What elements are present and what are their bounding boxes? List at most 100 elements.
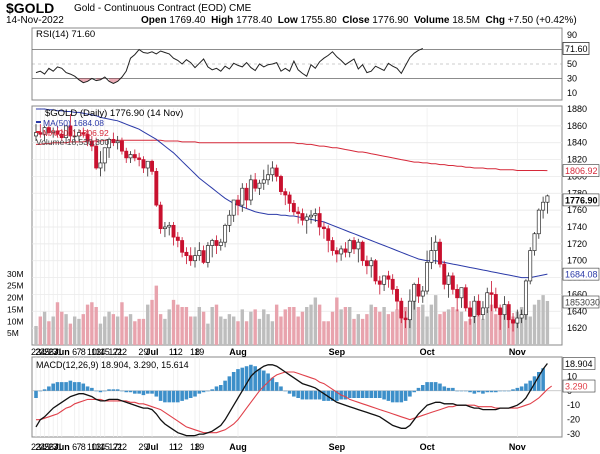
candle-body [128,154,133,159]
x-tick-label-bottom: 18 [190,442,200,452]
x-tick-label-bottom: 22 [117,442,127,452]
ma50-swatch [36,121,41,123]
price-tick-label: 1700 [567,256,587,266]
price-tick-label: 1860 [567,121,587,131]
high-label: High [211,15,234,26]
macd-histogram-bar [489,390,494,393]
macd-tick-label: -20 [567,415,580,425]
candle [64,125,69,145]
volume-bar [339,309,343,345]
volume-bar [352,318,356,345]
candle-body [382,275,387,285]
rsi-tick-label: 30 [567,73,577,83]
x-tick-label: 6 [72,347,77,357]
candle [102,147,107,172]
macd-histogram-bar [184,390,189,400]
candle-body [227,214,232,226]
macd-histogram-bar [231,372,236,391]
volume-bar [249,311,253,345]
candle [291,200,296,216]
candle [532,232,537,256]
volume-bar [107,311,111,345]
x-tick-label: 11 [169,347,178,357]
candle [59,129,64,142]
macd-histogram-bar [335,390,339,401]
candle [107,137,112,158]
candle-body [180,240,185,253]
x-tick-label-bottom: 26 [44,442,54,452]
candle-body [244,187,249,201]
candle [489,280,494,312]
x-tick-label: 26 [44,347,54,357]
volume-bar [176,304,180,345]
price-last-tag: 1776.90 [562,193,600,207]
candle-body [59,133,64,139]
volume-bar [343,307,348,345]
macd-histogram-bar [154,390,159,397]
macd-legend: MACD(12,26,9) 18.904, 3.290, 15.614 [36,360,189,370]
candle [455,284,460,312]
volume-bar [72,316,77,345]
macd-last-tag-value: 18.904 [565,359,593,369]
volume-bar [429,304,434,345]
ma50-tag-value: 1684.08 [565,270,598,280]
macd-histogram-bar [197,390,202,394]
volume-bar [524,304,528,345]
candle-body [248,179,253,201]
candle-body [313,213,318,216]
candle-body [296,211,301,214]
macd-histogram-bar [55,382,60,391]
volume-bar [468,318,472,345]
macd-histogram-bar [300,390,305,400]
ma200-swatch [36,131,41,133]
price-last-tag-box [562,193,600,207]
candle-body [425,262,430,292]
candle-body [433,241,438,251]
macd-histogram-bar [124,390,129,393]
candle-body [511,319,515,324]
volume-bar [262,309,266,345]
candle-body [214,240,219,246]
volume-bar [219,316,223,345]
candle [519,309,524,324]
macd-histogram-bar [64,382,68,391]
candle-body [175,236,180,241]
volume-bar [472,304,477,345]
candle [227,210,232,233]
candle [201,245,206,265]
candle-body [536,209,541,235]
volume-bar [47,321,51,345]
candle-body [330,240,335,251]
x-tick-label-bottom: 25 [40,442,50,452]
volume-bar [442,311,446,345]
macd-histogram-bar [395,390,399,403]
volume-bar [395,309,399,345]
macd-histogram-bar [90,387,94,391]
volume-bar [283,309,287,345]
rsi-oversold-fill [113,78,118,84]
volume-bar [390,311,395,345]
candle [270,161,275,182]
candle [274,164,279,182]
volume-bar [528,316,532,345]
volume-bar [451,307,455,345]
macd-histogram-bar [420,385,425,391]
candle-body [369,260,374,267]
candle [218,238,223,251]
volume-bar [515,311,520,345]
quote-date: 14-Nov-2022 [6,15,64,26]
candle-body [300,213,305,221]
candle-body [266,174,271,181]
candle [386,270,391,288]
candle-body [532,233,537,251]
candle-body [240,187,245,206]
candle-body [515,317,520,324]
candle-body [399,300,404,319]
volume-bar [51,316,55,345]
ma50-legend: MA(50) 1684.08 [43,118,104,128]
volume-bar [378,311,382,345]
candle-body [167,224,172,228]
macd-histogram-bar [472,390,477,394]
candle [425,250,430,295]
x-tick-label-bottom: Sep [329,442,346,452]
